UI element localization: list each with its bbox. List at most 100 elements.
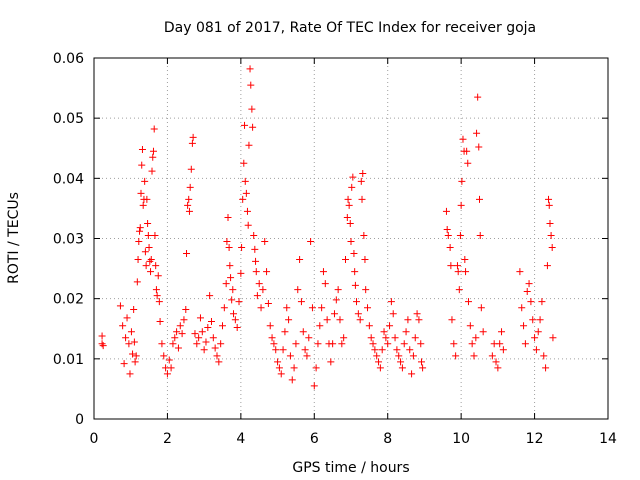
data-point	[185, 195, 193, 203]
data-point	[206, 292, 214, 300]
data-point	[361, 256, 369, 264]
data-point	[151, 231, 159, 239]
data-point	[316, 322, 324, 330]
data-point	[202, 338, 210, 346]
data-point	[343, 213, 351, 221]
data-point	[329, 340, 337, 348]
data-point	[123, 314, 131, 322]
data-point	[257, 304, 265, 312]
x-tick-label: 14	[599, 431, 617, 447]
data-point	[141, 248, 149, 256]
data-point	[154, 272, 162, 280]
data-point	[252, 268, 260, 276]
data-point	[330, 310, 338, 318]
data-point	[227, 274, 235, 282]
data-point	[476, 195, 483, 203]
data-point	[443, 225, 451, 233]
data-point	[251, 245, 259, 253]
data-point	[479, 328, 487, 336]
data-point	[238, 244, 246, 252]
data-point	[448, 316, 456, 324]
data-point	[406, 346, 414, 354]
data-point	[411, 334, 419, 342]
data-point	[468, 340, 476, 348]
data-point	[138, 145, 146, 153]
data-point	[146, 257, 154, 265]
data-point	[183, 250, 191, 258]
data-point	[382, 334, 390, 342]
data-point	[444, 231, 452, 239]
data-point	[464, 159, 472, 167]
data-point	[415, 316, 423, 324]
chart-title: Day 081 of 2017, Rate Of TEC Index for r…	[164, 20, 536, 36]
data-point	[237, 269, 245, 277]
data-point	[142, 262, 150, 270]
data-point	[340, 334, 348, 342]
data-point	[196, 314, 204, 322]
data-point	[488, 352, 496, 360]
data-point	[303, 352, 311, 360]
data-point	[132, 352, 140, 360]
data-point	[356, 316, 364, 324]
data-point	[133, 278, 141, 286]
data-point	[494, 364, 502, 372]
data-point	[540, 352, 548, 360]
data-point	[125, 340, 133, 348]
data-point	[266, 322, 274, 330]
data-point	[215, 358, 223, 366]
y-tick-label: 0.02	[53, 292, 84, 308]
data-point	[371, 346, 379, 354]
data-point	[171, 334, 179, 342]
data-point	[353, 298, 361, 306]
data-point	[365, 322, 373, 330]
data-point	[279, 346, 287, 354]
data-point	[268, 334, 276, 342]
data-point	[404, 316, 412, 324]
data-point	[473, 129, 481, 137]
data-point	[222, 280, 230, 288]
data-point	[536, 316, 544, 324]
data-point	[459, 135, 467, 143]
data-point	[131, 358, 139, 366]
data-point	[167, 364, 175, 372]
data-point	[452, 352, 460, 360]
data-points	[98, 65, 557, 390]
data-point	[158, 340, 166, 348]
data-point	[321, 280, 329, 288]
x-axis-label: GPS time / hours	[292, 460, 409, 476]
x-tick-label: 12	[526, 431, 544, 447]
data-point	[456, 231, 464, 239]
data-point	[156, 318, 164, 326]
data-point	[442, 207, 450, 215]
data-point	[547, 231, 555, 239]
data-point	[548, 244, 556, 252]
data-point	[520, 322, 528, 330]
data-point	[393, 346, 401, 354]
data-point	[253, 292, 261, 300]
data-point	[264, 299, 272, 307]
data-point	[518, 304, 526, 312]
data-point	[119, 322, 127, 330]
data-point	[457, 201, 465, 209]
data-point	[245, 141, 253, 149]
data-point	[398, 364, 406, 372]
data-point	[549, 334, 557, 342]
data-point	[176, 322, 184, 330]
data-point	[137, 189, 145, 197]
data-point	[120, 360, 128, 368]
x-tick-label: 6	[310, 431, 319, 447]
data-point	[357, 177, 365, 185]
data-point	[224, 213, 232, 221]
data-point	[247, 81, 255, 89]
data-point	[349, 173, 357, 181]
data-point	[402, 328, 410, 336]
data-point	[193, 340, 201, 348]
data-point	[463, 147, 471, 155]
data-point	[384, 340, 392, 348]
data-point	[455, 286, 463, 294]
data-point	[150, 125, 158, 133]
data-point	[270, 340, 278, 348]
data-point	[543, 262, 551, 270]
data-point	[127, 328, 135, 336]
